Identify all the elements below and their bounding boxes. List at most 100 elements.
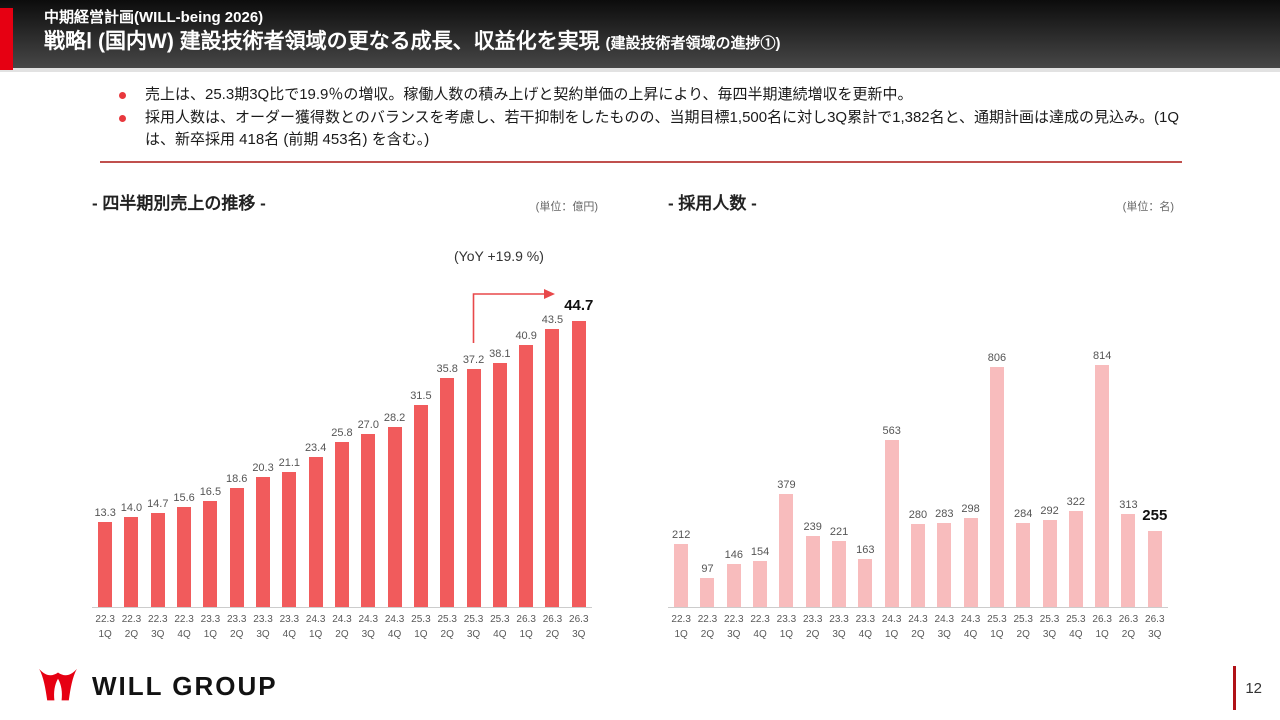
x-axis-label: 22.3 3Q (148, 614, 168, 640)
bar-value-label: 14.0 (120, 502, 143, 515)
bar-slot: 35.8 (434, 363, 460, 607)
company-logo-text: WILL GROUP (92, 670, 278, 701)
bar-slot: 255 (1142, 507, 1168, 607)
x-axis-label: 22.3 4Q (750, 614, 770, 640)
bar (440, 377, 455, 607)
bar-slot: 163 (852, 544, 878, 607)
bar (334, 441, 349, 607)
x-axis-label: 24.3 4Q (384, 614, 405, 640)
bar (753, 561, 768, 607)
x-axis-label: 22.3 1Q (95, 614, 115, 640)
x-axis-label: 22.3 3Q (724, 614, 744, 640)
bar (203, 501, 218, 607)
bar (466, 369, 481, 607)
bar-value-label: 146 (724, 548, 743, 561)
bar-value-label: 40.9 (515, 330, 537, 343)
x-axis-label: 25.3 2Q (437, 614, 457, 640)
bar-slot: 239 (800, 521, 826, 607)
bar (282, 472, 297, 607)
page-number-accent-bar (1233, 666, 1237, 710)
page-title-note: (建設技術者領域の進捗①) (605, 35, 781, 53)
bullet-icon (119, 92, 126, 99)
bar-value-label: 292 (1040, 505, 1059, 518)
bar (1147, 531, 1162, 607)
bar (726, 563, 741, 607)
hires-x-axis: 22.3 1Q 22.3 2Q 22.3 3Q 22.3 4Q 23.3 1Q 23.3 … (668, 612, 1168, 642)
summary-bullet-1: 売上は、25.3期3Q比で19.9％の増収。稼働人数の積み上げと契約単価の上昇に… (100, 84, 1182, 107)
page-title: 戦略Ⅰ (国内W) 建設技術者領域の更なる成長、収益化を実現 (建設技術者領域の… (44, 28, 1260, 56)
bar-slot: 31.5 (408, 390, 434, 607)
bar-slot: 27.0 (355, 419, 381, 607)
summary-section: 売上は、25.3期3Q比で19.9％の増収。稼働人数の積み上げと契約単価の上昇に… (100, 84, 1182, 163)
bar-value-label: 44.7 (564, 297, 594, 314)
bar (519, 345, 534, 607)
bar-value-label: 37.2 (462, 354, 485, 366)
x-axis-label: 25.3 4Q (1066, 614, 1086, 640)
x-axis-label: 22.3 1Q (671, 614, 691, 640)
bar-slot: 20.3 (250, 462, 276, 607)
x-axis-label: 23.3 4Q (855, 614, 876, 640)
yoy-annotation: (YoY +19.9 %) (454, 248, 544, 264)
x-axis-label: 25.3 3Q (463, 614, 484, 640)
bar-slot: 379 (773, 479, 799, 607)
bar (832, 541, 847, 607)
x-axis-label: 26.3 3Q (569, 614, 589, 640)
bar-value-label: 31.5 (410, 390, 432, 403)
bar (805, 535, 820, 607)
sales-plot-area: (YoY +19.9 %) 13.3 14.0 14.7 15.6 16.5 18.6 20… (92, 228, 594, 608)
sales-bars: 13.3 14.0 14.7 15.6 16.5 18.6 20.3 21.1 23.4 25.8… (92, 228, 594, 607)
bar (700, 578, 715, 607)
bar-value-label: 284 (1014, 507, 1033, 520)
bar (413, 405, 428, 607)
bar (492, 363, 507, 607)
page-number: 12 (1245, 679, 1262, 697)
x-axis-label: 24.3 1Q (881, 614, 902, 640)
bar-slot: 292 (1036, 505, 1062, 607)
bar (884, 439, 899, 607)
summary-list: 売上は、25.3期3Q比で19.9％の増収。稼働人数の積み上げと契約単価の上昇に… (100, 84, 1182, 152)
header-subtitle: 中期経営計画(WILL-being 2026) (44, 9, 264, 26)
x-axis-label: 22.3 2Q (697, 614, 718, 640)
bar-slot: 21.1 (276, 457, 302, 607)
chart-unit-hires: (単位：名) (1122, 201, 1174, 213)
bar (1068, 511, 1083, 607)
x-axis-label: 24.3 3Q (358, 614, 379, 640)
bar-slot: 284 (1010, 508, 1036, 607)
bar (229, 488, 244, 607)
sales-x-axis: 22.3 1Q 22.3 2Q 22.3 3Q 22.3 4Q 23.3 1Q 23.3 … (92, 612, 592, 642)
bar-slot: 221 (826, 526, 852, 607)
bar-value-label: 814 (1092, 350, 1112, 362)
x-axis-label: 22.3 4Q (174, 614, 194, 640)
bar (937, 522, 952, 607)
bar-slot: 97 (694, 563, 720, 607)
bar-value-label: 322 (1066, 496, 1086, 509)
summary-bullet-2-text: 採用人数は、オーダー獲得数とのバランスを考慮し、若干抑制をしたものの、当期目標1… (145, 108, 1180, 149)
bar (545, 328, 560, 607)
bar (1095, 365, 1110, 607)
hires-plot-area: 212 97 146 154 379 239 221 163 563 280 283 298 806 28… (668, 228, 1168, 608)
bar (674, 543, 689, 607)
bar-slot: 28.2 (381, 412, 407, 607)
bar-value-label: 280 (908, 508, 928, 521)
bullet-icon (119, 114, 126, 122)
bar-slot: 25.8 (329, 427, 355, 607)
bar (387, 426, 402, 607)
bar-value-label: 18.6 (226, 473, 248, 485)
bar-slot: 40.9 (513, 330, 539, 607)
quarterly-sales-chart: - 四半期別売上の推移 - (単位：億円) (YoY +19.9 %) 13.3… (92, 190, 602, 642)
bar-value-label: 23.4 (304, 442, 327, 455)
chart-header: - 四半期別売上の推移 - (単位：億円) (92, 190, 602, 214)
bar-slot: 154 (747, 546, 773, 607)
bar-value-label: 20.3 (252, 462, 274, 475)
bar-value-label: 16.5 (199, 486, 222, 499)
bar-slot: 37.2 (460, 354, 486, 607)
bar-value-label: 221 (829, 526, 849, 539)
bar-slot: 563 (879, 425, 905, 607)
slide-header: 中期経営計画(WILL-being 2026) 戦略Ⅰ (国内W) 建設技術者領… (0, 0, 1280, 72)
x-axis-label: 24.3 2Q (908, 614, 928, 640)
bar-slot: 298 (957, 503, 983, 607)
bar-slot: 43.5 (539, 314, 565, 607)
bar-slot: 13.3 (92, 507, 118, 607)
x-axis-label: 24.3 4Q (960, 614, 981, 640)
bar-value-label: 298 (961, 503, 980, 516)
